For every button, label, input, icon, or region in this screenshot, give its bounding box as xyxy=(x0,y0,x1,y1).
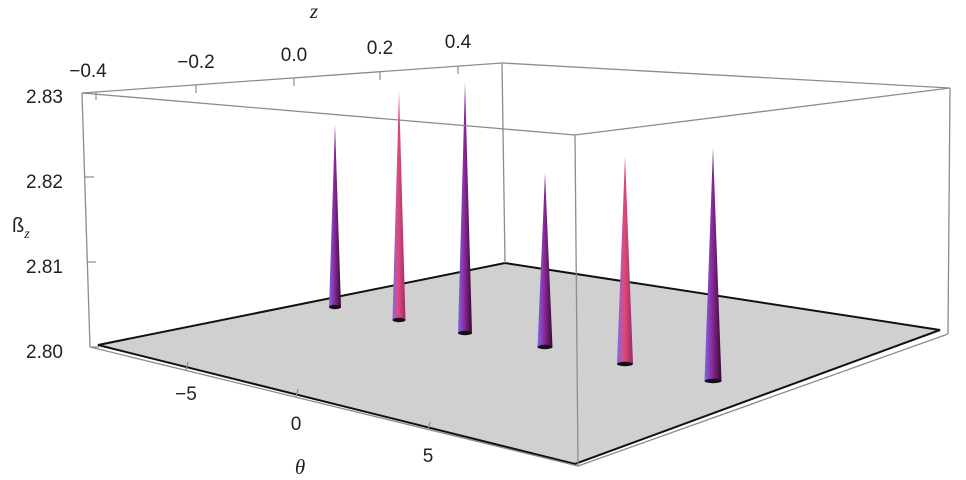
theta-tick xyxy=(295,388,299,398)
theta-axis-label: θ xyxy=(295,455,305,479)
spike xyxy=(392,90,406,320)
spike xyxy=(329,124,341,307)
z-tick-label: −0.2 xyxy=(177,52,215,73)
beta-tick-label: 2.82 xyxy=(26,172,63,193)
bounding-box-front xyxy=(81,87,951,467)
spike-base xyxy=(537,344,553,350)
beta-tick-label: 2.81 xyxy=(26,257,63,278)
beta-axis-label: ßz xyxy=(12,215,30,242)
z-tick-label: 0.2 xyxy=(367,38,393,59)
spike-base xyxy=(392,317,406,323)
theta-tick-label: 5 xyxy=(423,446,434,467)
spike xyxy=(458,82,472,333)
z-tick-label: 0.0 xyxy=(281,45,307,66)
theta-tick xyxy=(185,361,189,371)
theta-tick xyxy=(427,421,431,431)
theta-tick-label: −5 xyxy=(175,384,197,405)
spikes-group xyxy=(329,82,722,384)
z-axis-label: z xyxy=(309,0,318,23)
axis-ticks xyxy=(82,66,459,431)
spike-base xyxy=(617,361,633,367)
floor-plane xyxy=(97,261,941,466)
z-tick-label: −0.4 xyxy=(69,61,107,82)
beta-tick-label: 2.83 xyxy=(26,87,63,108)
spike xyxy=(617,155,633,364)
spike xyxy=(537,172,553,347)
beta-tick-label: 2.80 xyxy=(26,342,63,363)
spike-base xyxy=(704,378,722,384)
z-tick-label: 0.4 xyxy=(445,32,472,53)
bounding-box-back xyxy=(81,62,951,264)
spike xyxy=(704,147,722,381)
spike-base xyxy=(458,330,472,336)
theta-tick-label: 0 xyxy=(291,414,302,435)
spike-base xyxy=(329,304,341,310)
